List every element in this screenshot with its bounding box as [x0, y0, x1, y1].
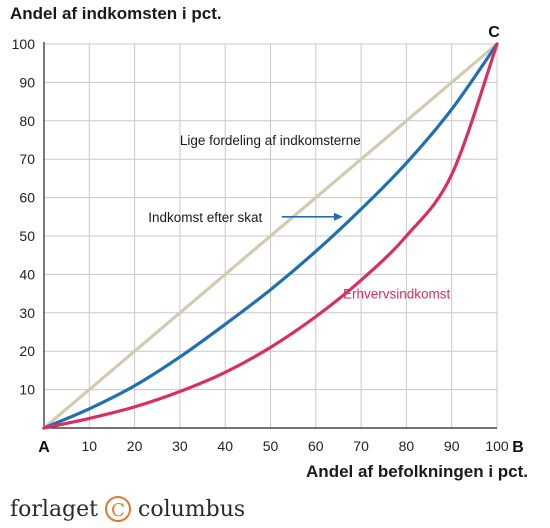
- y-tick-label: 60: [19, 190, 35, 206]
- publisher-logo: forlaget C columbus: [10, 496, 245, 522]
- x-axis-label: Andel af befolkningen i pct.: [306, 462, 528, 481]
- x-tick-label: 20: [127, 438, 143, 454]
- point-label-c: C: [488, 24, 500, 41]
- y-tick-label: 90: [19, 74, 35, 90]
- lorenz-chart: 10 20 30 40 50 60 70 80 90 100 10 20 30 40 50 60 70 80 90 1…: [12, 24, 524, 456]
- y-tick-label: 10: [19, 382, 35, 398]
- arrow-head-icon: [333, 212, 343, 221]
- annotation-earned-income: Erhvervsindkomst: [343, 287, 451, 302]
- point-label-b: B: [512, 439, 524, 456]
- y-tick-label: 20: [19, 343, 35, 359]
- y-tick-label: 80: [19, 113, 35, 129]
- series-line-after-tax: [42, 42, 499, 430]
- chart-title: Andel af indkomsten i pct.: [10, 4, 222, 23]
- y-tick-label: 100: [12, 36, 36, 52]
- x-tick-label: 80: [399, 438, 415, 454]
- x-tick-label: 100: [485, 438, 509, 454]
- x-tick-label: 30: [172, 438, 188, 454]
- brand-mark-icon: C: [105, 496, 131, 522]
- x-tick-label: 10: [82, 438, 98, 454]
- x-tick-label: 50: [263, 438, 279, 454]
- y-tick-label: 50: [19, 228, 35, 244]
- y-tick-label: 30: [19, 305, 35, 321]
- annotation-equal-distribution: Lige fordeling af indkomsterne: [180, 133, 361, 148]
- y-tick-label: 40: [19, 266, 35, 282]
- brand-text-right: columbus: [138, 496, 246, 522]
- x-tick-label: 60: [308, 438, 324, 454]
- y-tick-label: 70: [19, 151, 35, 167]
- x-tick-label: 90: [444, 438, 460, 454]
- x-tick-label: 40: [217, 438, 233, 454]
- point-label-a: A: [38, 439, 50, 456]
- annotation-after-tax: Indkomst efter skat: [148, 210, 262, 225]
- series-line-equal: [42, 42, 499, 430]
- x-tick-label: 70: [353, 438, 369, 454]
- series-line-earned: [42, 42, 499, 430]
- brand-text-left: forlaget: [10, 496, 98, 522]
